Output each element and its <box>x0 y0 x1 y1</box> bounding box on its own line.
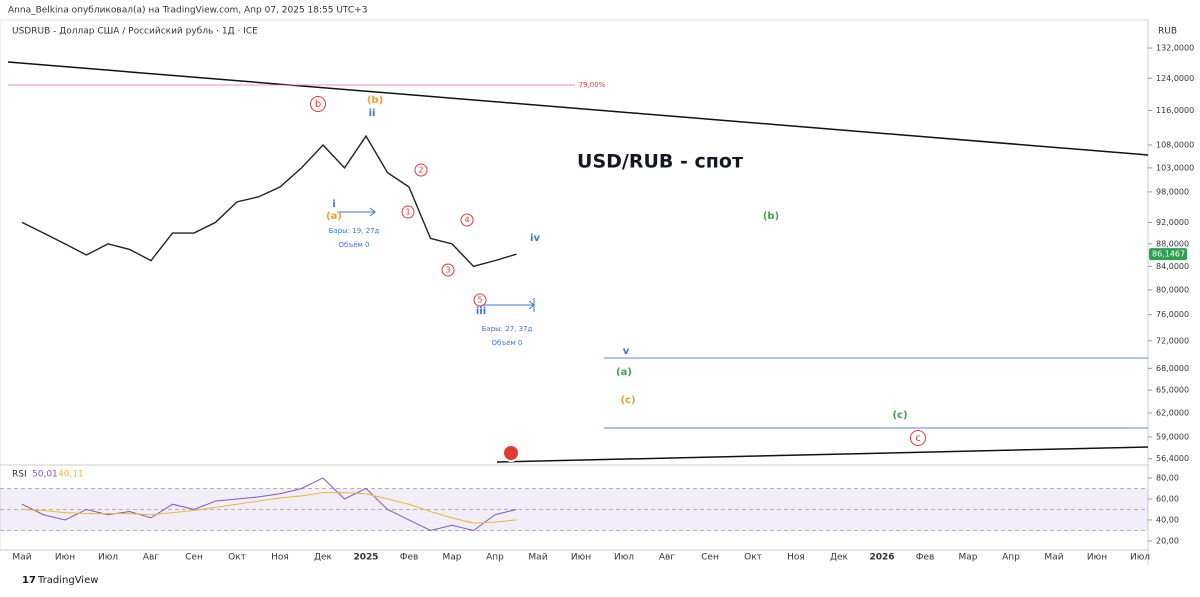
x-tick-label: Ноя <box>787 553 805 563</box>
annotation: 79,00% <box>579 81 606 89</box>
annotation: ii <box>369 108 376 119</box>
y-tick-label: 72,0000 <box>1156 336 1189 345</box>
annotation: (a) <box>616 367 632 378</box>
x-tick-label: Сен <box>185 553 203 563</box>
x-tick-label: Окт <box>228 553 246 563</box>
annotation: c <box>915 433 921 444</box>
wave-circle <box>310 96 326 112</box>
wave-circle <box>441 263 455 277</box>
x-tick-label: Июн <box>55 553 75 563</box>
x-tick-label: Дек <box>830 553 849 563</box>
x-tick-label: Июн <box>571 553 591 563</box>
annotation: b <box>315 99 321 110</box>
symbol: USDRUB - Доллар США / Российский рубль ·… <box>12 27 258 37</box>
footer: TradingView <box>37 575 98 586</box>
publisher: Anna_Belkina опубликовал(а) на TradingVi… <box>8 6 367 16</box>
trend-line <box>496 446 1149 463</box>
x-tick-label: Июл <box>1130 553 1150 563</box>
currency: RUB <box>1158 27 1177 37</box>
annotation: 2 <box>418 166 423 175</box>
logo-mark: 17 <box>22 575 36 586</box>
date-range <box>337 207 376 217</box>
annotation: (b) <box>763 211 779 222</box>
event-icon[interactable] <box>502 444 520 462</box>
x-tick-label: Окт <box>744 553 762 563</box>
wave-circle <box>473 293 487 307</box>
annotation: iii <box>476 306 486 317</box>
annotation: Объём 0 <box>338 241 369 249</box>
x-tick-label: Апр <box>486 553 504 563</box>
y-tick-label: 108,0000 <box>1156 140 1194 149</box>
x-tick-label: Фев <box>400 553 419 563</box>
x-tick-label: Ноя <box>271 553 289 563</box>
annotation: (a) <box>326 211 342 222</box>
x-tick-label: Сен <box>701 553 719 563</box>
chart-frame <box>0 19 1149 551</box>
y-tick-label: 84,0000 <box>1156 262 1189 271</box>
price-tag: 86,1467 <box>1152 250 1185 259</box>
y-tick-label: 68,0000 <box>1156 364 1189 373</box>
y-tick-label: 124,0000 <box>1156 74 1194 83</box>
wave-circle <box>401 205 415 219</box>
annotation: Бары: 19, 27д <box>329 227 380 235</box>
y-tick-label: 92,0000 <box>1156 218 1189 227</box>
x-tick-label: Авг <box>659 553 675 563</box>
y-tick-label: 80,00 <box>1156 473 1179 482</box>
y-tick-label: 98,0000 <box>1156 187 1189 196</box>
annotation: Бары: 27, 37д <box>482 325 533 333</box>
price-line <box>21 134 517 268</box>
annotation: USD/RUB - спот <box>577 151 743 173</box>
rsi-line <box>21 492 517 524</box>
x-tick-label: Дек <box>314 553 333 563</box>
x-tick-label: 2026 <box>869 553 894 563</box>
rsi-readout: 50,01 <box>32 470 58 480</box>
price-tag-bg <box>1149 248 1187 261</box>
wave-circle <box>414 163 428 177</box>
x-tick-label: Июн <box>1087 553 1107 563</box>
wave-circle <box>910 430 926 446</box>
trend-line <box>7 61 1149 156</box>
x-tick-label: Фев <box>916 553 935 563</box>
annotation: 3 <box>445 266 450 275</box>
annotation: 1 <box>405 208 410 217</box>
y-tick-label: 62,0000 <box>1156 408 1189 417</box>
date-range <box>482 298 535 312</box>
annotation: v <box>623 346 630 357</box>
annotation: 4 <box>464 216 469 225</box>
x-tick-label: Июл <box>614 553 634 563</box>
x-tick-label: 2025 <box>353 553 378 563</box>
x-tick-label: Авг <box>143 553 159 563</box>
y-tick-label: 88,0000 <box>1156 239 1189 248</box>
x-tick-label: Апр <box>1002 553 1020 563</box>
annotation: 5 <box>477 296 482 305</box>
x-tick-label: Май <box>1044 553 1063 563</box>
x-tick-label: Май <box>528 553 547 563</box>
y-tick-label: 56,4000 <box>1156 454 1189 463</box>
annotation: i <box>332 199 335 210</box>
y-tick-label: 132,0000 <box>1156 44 1194 53</box>
y-tick-label: 80,0000 <box>1156 285 1189 294</box>
y-tick-label: 116,0000 <box>1156 106 1194 115</box>
y-tick-label: 20,00 <box>1156 536 1179 545</box>
y-tick-label: 40,00 <box>1156 515 1179 524</box>
x-tick-label: Мар <box>443 553 462 563</box>
y-tick-label: 65,0000 <box>1156 386 1189 395</box>
wave-circle <box>460 213 474 227</box>
annotation: (c) <box>620 395 635 406</box>
annotation: (c) <box>892 410 907 421</box>
annotation: iv <box>530 233 540 244</box>
y-tick-label: 59,0000 <box>1156 432 1189 441</box>
annotation: Объём 0 <box>491 339 522 347</box>
rsi-readout: 40,11 <box>58 470 84 480</box>
rsi-title: RSI <box>12 470 27 480</box>
x-tick-label: Июл <box>98 553 118 563</box>
y-tick-label: 103,0000 <box>1156 163 1194 172</box>
y-tick-label: 76,0000 <box>1156 310 1189 319</box>
x-tick-label: Май <box>12 553 31 563</box>
x-tick-label: Мар <box>959 553 978 563</box>
annotation: (b) <box>367 95 383 106</box>
y-tick-label: 60,00 <box>1156 494 1179 503</box>
